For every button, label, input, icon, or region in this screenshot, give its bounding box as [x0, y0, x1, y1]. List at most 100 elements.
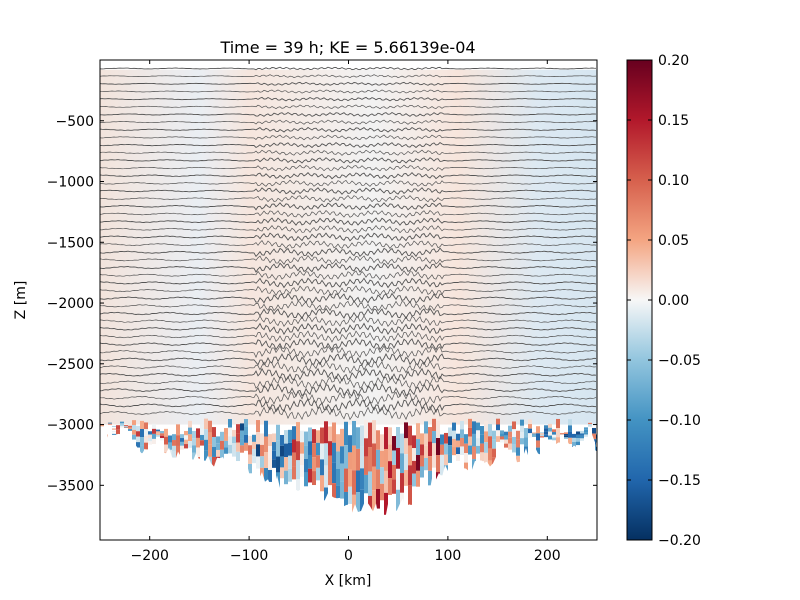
field-cell: [240, 430, 244, 439]
field-cell: [292, 426, 296, 440]
field-cell: [388, 461, 392, 479]
field-cell: [340, 428, 344, 447]
field-cell: [300, 465, 304, 477]
field-cell: [272, 433, 276, 443]
field-cell: [236, 451, 240, 462]
colorbar-tick-label: −0.05: [658, 353, 701, 369]
field-cell: [564, 437, 568, 439]
field-cell: [308, 468, 312, 483]
field-cell: [112, 433, 116, 435]
field-cell: [484, 442, 488, 453]
density-contour: [100, 157, 597, 164]
field-cell: [528, 433, 532, 438]
field-cell: [184, 439, 188, 445]
field-cell: [132, 434, 136, 440]
x-tick-label: 200: [534, 548, 561, 564]
field-cell: [284, 457, 288, 471]
field-cell: [280, 445, 284, 457]
density-contour: [100, 262, 597, 273]
field-cell: [296, 479, 300, 499]
field-cell: [416, 470, 420, 487]
field-cell: [332, 422, 336, 443]
field-cell: [392, 436, 396, 451]
field-cell: [296, 441, 300, 461]
field-cell: [460, 420, 464, 430]
field-cell: [160, 438, 164, 441]
field-cell: [448, 454, 452, 463]
field-cell: [524, 437, 528, 447]
field-cell: [208, 444, 212, 457]
field-cell: [428, 441, 432, 457]
field-cell: [504, 439, 508, 444]
field-cell: [232, 443, 236, 450]
field-cell: [508, 443, 512, 450]
density-contour: [100, 104, 597, 110]
field-cell: [500, 433, 504, 437]
field-cell: [336, 468, 340, 486]
field-cell: [212, 427, 216, 438]
y-tick-label: −3000: [47, 418, 94, 434]
density-contour: [100, 126, 597, 133]
density-contour: [100, 367, 597, 382]
field-cell: [584, 427, 588, 430]
field-cell: [344, 491, 348, 516]
field-cell: [552, 434, 556, 438]
field-cell: [276, 440, 280, 457]
field-cell: [428, 427, 432, 442]
field-cell: [244, 419, 248, 428]
field-cell: [256, 432, 260, 445]
field-cell: [116, 425, 120, 430]
field-cell: [132, 429, 136, 435]
field-cell: [264, 420, 268, 437]
field-cell: [364, 438, 368, 457]
field-cell: [108, 423, 112, 425]
field-cell: [408, 465, 412, 486]
field-cell: [160, 433, 164, 436]
field-cell: [232, 429, 236, 437]
field-cell: [312, 471, 316, 486]
field-cell: [152, 423, 156, 429]
field-cell: [188, 420, 192, 428]
field-cell: [192, 452, 196, 460]
field-cell: [312, 429, 316, 444]
field-cell: [324, 465, 328, 488]
field-cell: [520, 431, 524, 439]
field-cell: [420, 455, 424, 467]
field-cell: [572, 441, 576, 446]
field-cell: [416, 423, 420, 440]
field-cell: [208, 420, 212, 433]
density-contour: [100, 142, 597, 149]
field-cell: [144, 422, 148, 430]
colorbar-scale: [626, 59, 653, 541]
colorbar-tick-label: 0.20: [658, 53, 689, 69]
field-cell: [344, 468, 348, 492]
field-cell: [576, 441, 580, 446]
density-contour: [100, 292, 597, 304]
field-cell: [308, 441, 312, 455]
field-cell: [540, 434, 544, 437]
field-cell: [220, 449, 224, 459]
colorbar-tick-label: 0.05: [658, 233, 689, 249]
field-cell: [484, 452, 488, 464]
field-cell: [320, 459, 324, 476]
field-cell: [268, 434, 272, 447]
density-contour: [100, 134, 597, 141]
field-cell: [340, 446, 344, 464]
field-cell: [524, 428, 528, 438]
field-cell: [328, 441, 332, 456]
y-tick-label: −2500: [47, 357, 94, 373]
field-cell: [548, 431, 552, 436]
field-cell: [504, 435, 508, 440]
field-cell: [284, 443, 288, 458]
field-cell: [588, 424, 592, 426]
field-cell: [372, 466, 376, 491]
field-cell: [496, 436, 500, 442]
field-cell: [188, 427, 192, 435]
field-cell: [424, 433, 428, 446]
field-cell: [372, 443, 376, 467]
field-cell: [136, 436, 140, 443]
density-contour: [100, 330, 597, 343]
field-cell: [520, 419, 524, 426]
density-contour: [100, 149, 596, 156]
field-cell: [120, 421, 124, 424]
